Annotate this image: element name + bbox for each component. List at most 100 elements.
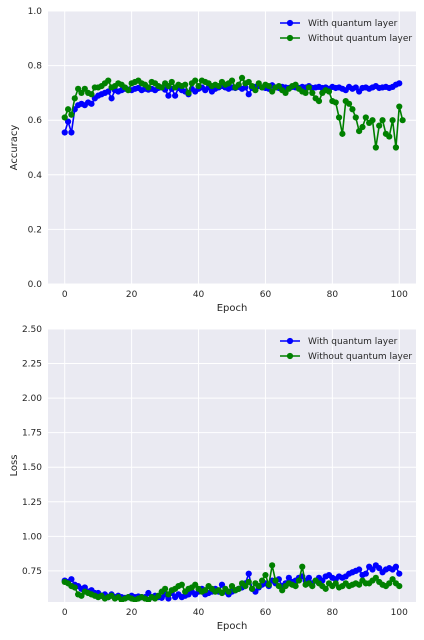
y-tick-label: 1.25: [22, 498, 42, 508]
data-point: [372, 574, 379, 581]
data-point: [265, 82, 272, 90]
data-point: [248, 82, 256, 90]
data-point: [389, 576, 396, 583]
data-point: [302, 89, 309, 96]
data-point: [332, 99, 339, 106]
x-tick-label: 40: [193, 608, 205, 618]
legend-marker: [286, 34, 294, 42]
x-tick-label: 60: [260, 608, 272, 618]
data-point: [178, 581, 185, 588]
y-axis-label: Accuracy: [9, 125, 20, 171]
y-tick-label: 1.50: [22, 463, 42, 473]
data-point: [245, 570, 252, 577]
data-point: [168, 78, 175, 86]
legend-marker: [286, 19, 294, 27]
data-point: [362, 570, 369, 577]
data-point: [392, 563, 400, 570]
data-point: [75, 85, 82, 92]
y-tick-label: 0.4: [28, 171, 43, 181]
chart-accuracy: 0 20 40 60 80 100 0.0 0.2 0.4 0.6 0.8 1.0 Epoch Accur…: [9, 7, 416, 314]
data-point: [369, 566, 376, 573]
data-point: [228, 583, 236, 590]
data-point: [158, 84, 165, 91]
data-point: [386, 133, 393, 140]
data-point: [248, 585, 256, 592]
plot-background: [48, 329, 416, 602]
data-point: [399, 117, 406, 124]
data-point: [64, 118, 72, 125]
x-tick-label: 80: [327, 290, 339, 300]
legend-label: Without quantum layer: [308, 352, 412, 362]
y-tick-label: 1.0: [28, 7, 43, 17]
data-point: [325, 88, 333, 95]
y-tick-label: 2.50: [22, 325, 42, 335]
data-point: [238, 74, 246, 81]
data-point: [185, 89, 192, 96]
data-point: [265, 581, 272, 588]
x-axis-label: Epoch: [217, 303, 248, 314]
data-point: [161, 585, 169, 592]
data-point: [356, 128, 363, 135]
data-point: [192, 581, 199, 588]
data-point: [172, 92, 179, 99]
data-point: [359, 123, 366, 131]
data-point: [105, 88, 112, 95]
data-point: [349, 106, 356, 113]
x-tick-label: 100: [391, 290, 408, 300]
data-point: [61, 114, 68, 121]
data-point: [356, 581, 363, 588]
y-tick-label: 2.00: [22, 394, 42, 404]
data-point: [218, 581, 226, 588]
data-point: [272, 577, 279, 584]
x-tick-label: 40: [193, 290, 205, 300]
x-tick-label: 0: [62, 608, 68, 618]
data-point: [315, 97, 323, 105]
data-point: [215, 82, 222, 90]
data-point: [235, 585, 242, 592]
legend-label: With quantum layer: [308, 19, 398, 29]
y-tick-label: 0.6: [28, 116, 43, 126]
data-point: [386, 580, 393, 587]
y-tick-label: 0.8: [28, 62, 43, 72]
data-point: [81, 85, 88, 92]
data-point: [285, 574, 292, 581]
data-point: [295, 577, 303, 584]
data-point: [335, 114, 343, 121]
data-point: [392, 144, 400, 151]
data-point: [71, 95, 78, 102]
data-point: [64, 106, 72, 113]
data-point: [376, 565, 383, 572]
data-point: [259, 577, 266, 584]
y-axis-label: Loss: [9, 455, 20, 477]
data-point: [245, 91, 252, 98]
data-point: [275, 583, 282, 590]
legend-marker: [286, 337, 294, 345]
x-tick-label: 20: [126, 290, 138, 300]
y-tick-label: 2.25: [22, 360, 42, 370]
x-axis-label: Epoch: [217, 621, 248, 632]
legend: With quantum layer Without quantum layer: [280, 337, 412, 362]
data-point: [78, 592, 85, 599]
data-point: [88, 91, 95, 98]
legend-label: Without quantum layer: [308, 34, 412, 44]
data-point: [309, 89, 316, 96]
data-point: [279, 587, 286, 594]
data-point: [376, 122, 383, 129]
data-point: [252, 87, 259, 94]
data-point: [309, 583, 316, 590]
data-point: [165, 92, 172, 99]
data-point: [182, 81, 189, 88]
data-point: [352, 114, 359, 121]
data-point: [332, 580, 339, 587]
data-point: [389, 117, 396, 124]
data-point: [362, 114, 369, 121]
data-point: [396, 570, 403, 577]
data-point: [396, 80, 403, 87]
data-point: [71, 584, 78, 591]
y-tick-label: 1.75: [22, 429, 42, 439]
y-tick-label: 0.75: [22, 567, 42, 577]
data-point: [305, 574, 313, 581]
data-point: [202, 587, 209, 594]
data-point: [145, 589, 152, 597]
